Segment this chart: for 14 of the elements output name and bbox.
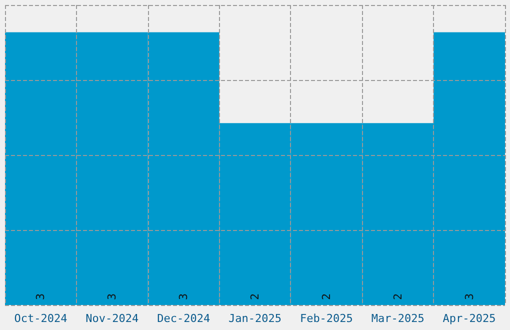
x-tick-label: Apr-2025 xyxy=(442,312,496,325)
x-tick-label: Dec-2024 xyxy=(157,312,210,325)
data-label: 3 xyxy=(462,293,476,300)
data-label: 2 xyxy=(320,293,333,300)
x-tick-label: Feb-2025 xyxy=(300,312,353,325)
data-label: 3 xyxy=(106,293,119,300)
x-tick-label: Oct-2024 xyxy=(14,312,68,325)
x-tick-label: Nov-2024 xyxy=(86,312,140,325)
data-label: 2 xyxy=(248,293,262,300)
x-tick-label: Mar-2025 xyxy=(371,312,424,325)
data-label: 2 xyxy=(391,293,404,300)
x-tick-label: Jan-2025 xyxy=(228,312,282,325)
data-label: 3 xyxy=(34,293,48,300)
data-label: 3 xyxy=(177,293,190,300)
